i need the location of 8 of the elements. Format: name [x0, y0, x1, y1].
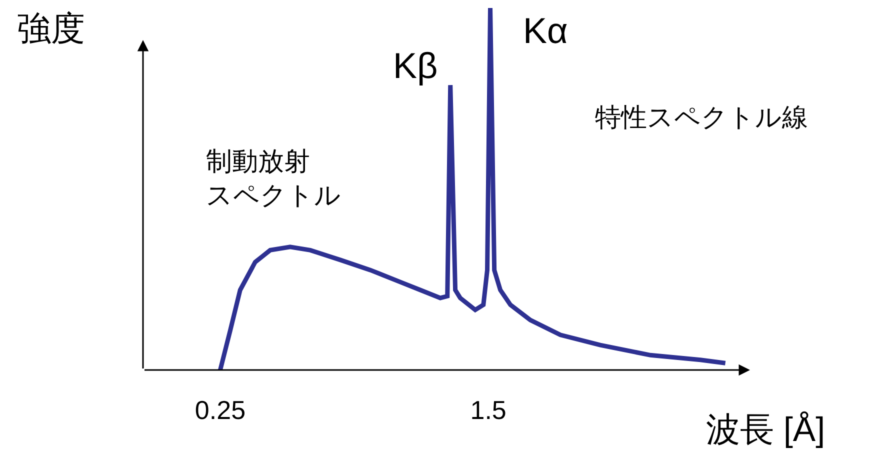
annotation: 特性スペクトル線 — [595, 102, 808, 132]
annotation: Kα — [523, 10, 568, 51]
y-axis-title: 強度 — [17, 10, 85, 48]
x-tick-label: 1.5 — [470, 395, 506, 425]
annotation: Kβ — [393, 45, 438, 86]
annotation: 制動放射スペクトル — [206, 146, 341, 210]
x-axis-title: 波長 [Å] — [706, 411, 826, 449]
x-tick-label: 0.25 — [194, 395, 246, 425]
